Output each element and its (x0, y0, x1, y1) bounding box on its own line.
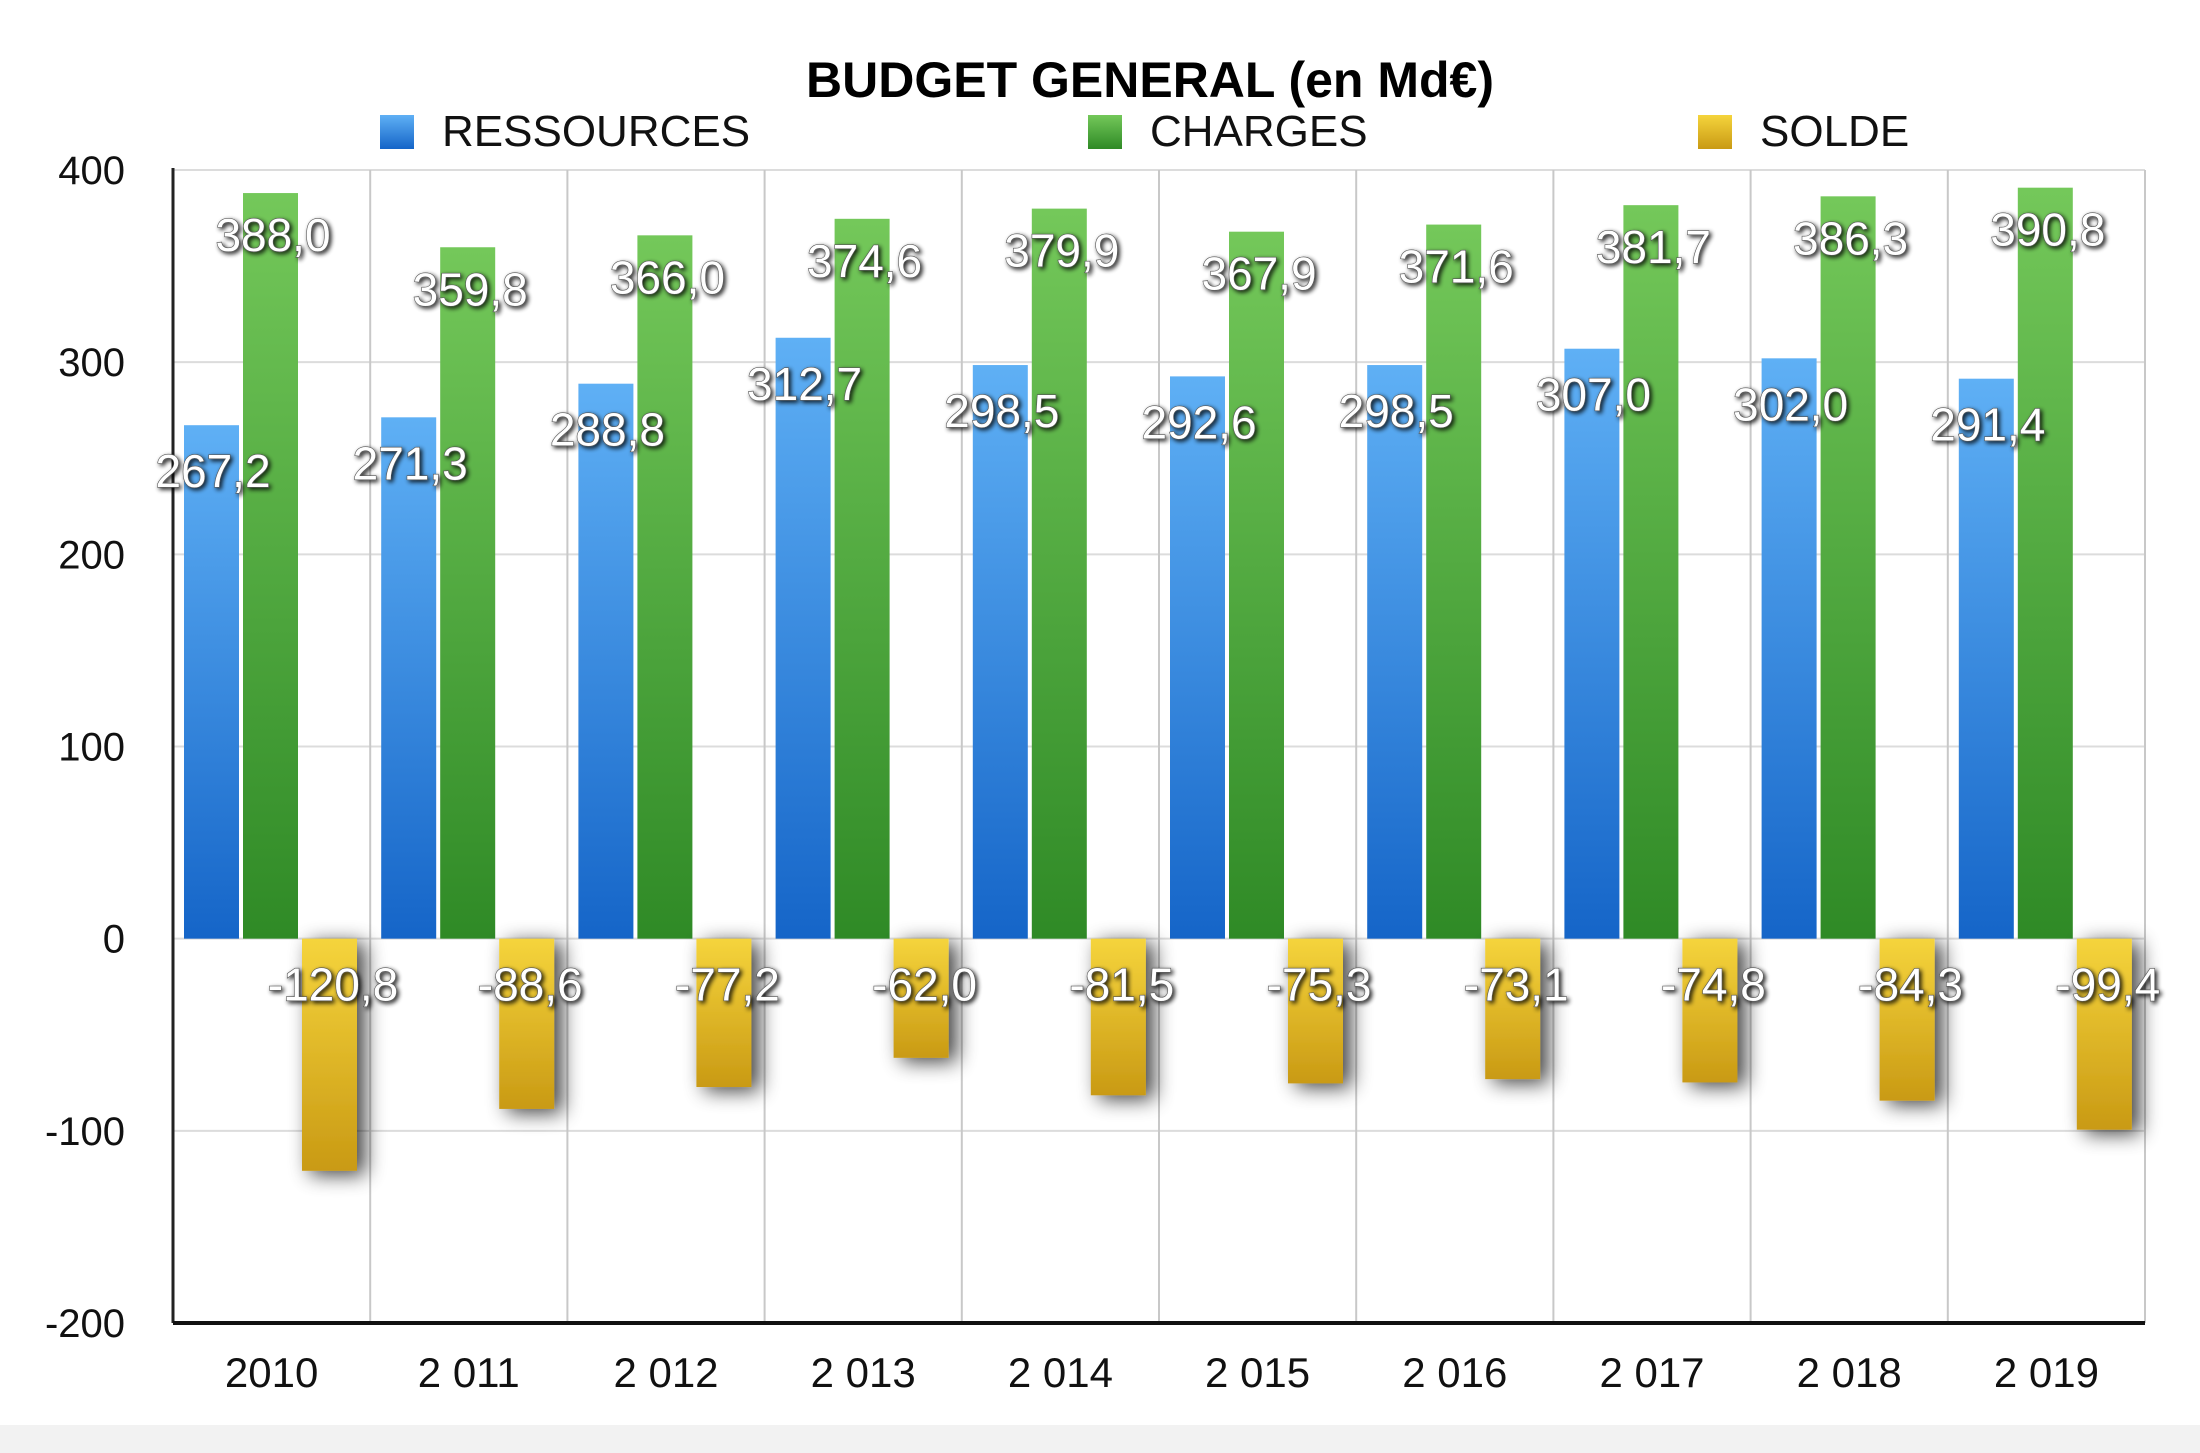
data-label-solde: -120,8 (268, 959, 398, 1011)
bar-charges (834, 218, 890, 939)
legend-item-solde: SOLDE (1698, 107, 1909, 156)
bar-solde (1090, 938, 1146, 1096)
legend-swatch (1088, 115, 1122, 149)
bar-ressources (184, 425, 239, 939)
legend-swatch (1698, 115, 1732, 149)
data-label-solde: -62,0 (872, 959, 977, 1011)
data-label-charges: 359,8 (413, 263, 528, 315)
data-label-charges: 379,9 (1004, 225, 1119, 277)
bar-ressources (1958, 378, 2014, 939)
bar-solde (696, 938, 752, 1088)
y-tick-label: -200 (45, 1302, 125, 1346)
x-tick-label: 2 018 (1797, 1349, 1902, 1396)
data-label-ressources: 298,5 (944, 385, 1059, 437)
y-tick-label: -100 (45, 1110, 125, 1154)
bar-solde (1682, 938, 1738, 1083)
data-label-solde: -81,5 (1069, 959, 1174, 1011)
bar-charges (243, 193, 298, 939)
data-label-charges: 388,0 (215, 209, 330, 261)
bar-solde (1288, 938, 1343, 1084)
data-label-ressources: 302,0 (1733, 378, 1848, 430)
bar-ressources (1367, 365, 1423, 939)
y-tick-label: 400 (58, 149, 125, 193)
x-tick-label: 2010 (225, 1349, 318, 1396)
legend-label: CHARGES (1150, 107, 1368, 156)
data-labels: 267,2 271,3 288,8 312,7 298,5 292,6 298,5 307,0… (155, 203, 2161, 1011)
legend-item-ressources: RESSOURCES (380, 107, 750, 156)
bar-ressources (381, 417, 437, 939)
data-label-ressources: 312,7 (747, 358, 862, 410)
data-label-solde: -73,1 (1464, 959, 1569, 1011)
bar-charges (1623, 205, 1679, 939)
bar-solde (1879, 938, 1935, 1101)
data-label-ressources: 307,0 (1536, 369, 1651, 421)
data-label-solde: -88,6 (478, 959, 583, 1011)
bar-ressources (972, 365, 1028, 939)
data-label-solde: -75,3 (1267, 959, 1372, 1011)
bottom-strip (0, 1425, 2200, 1453)
x-tick-label: 2 017 (1599, 1349, 1704, 1396)
bar-charges (440, 247, 496, 939)
bar-charges (1031, 208, 1087, 939)
bar-ressources (578, 383, 634, 939)
x-tick-label: 2 014 (1008, 1349, 1113, 1396)
bar-ressources (1761, 358, 1817, 939)
data-label-charges: 390,8 (1990, 204, 2105, 256)
bar-ressources (775, 337, 831, 939)
data-label-solde: -84,3 (1858, 959, 1963, 1011)
bar-charges (1426, 224, 1482, 939)
data-label-solde: -77,2 (675, 959, 780, 1011)
data-label-charges: 366,0 (610, 251, 725, 303)
data-label-charges: 367,9 (1201, 248, 1316, 300)
data-label-charges: 374,6 (807, 235, 922, 287)
data-label-charges: 386,3 (1793, 212, 1908, 264)
legend-swatch (380, 115, 414, 149)
x-tick-label: 2 015 (1205, 1349, 1310, 1396)
data-label-ressources: 288,8 (550, 404, 665, 456)
bar-charges (1820, 196, 1876, 939)
x-tick-label: 2 013 (811, 1349, 916, 1396)
data-label-ressources: 298,5 (1339, 385, 1454, 437)
data-label-charges: 371,6 (1399, 241, 1514, 293)
legend-label: RESSOURCES (442, 107, 750, 156)
data-label-ressources: 292,6 (1141, 396, 1256, 448)
bar-solde (302, 938, 357, 1171)
x-tick-label: 2 011 (418, 1349, 520, 1396)
grid (172, 169, 2146, 1323)
bar-solde (1485, 938, 1541, 1080)
bar-solde (499, 938, 555, 1109)
y-axis: 400 300 200 100 0 -100 -200 (45, 149, 175, 1346)
data-label-ressources: 291,4 (1930, 399, 2045, 451)
data-label-ressources: 271,3 (353, 437, 468, 489)
chart-title: BUDGET GENERAL (en Md€) (806, 52, 1494, 108)
legend-label: SOLDE (1760, 107, 1909, 156)
data-label-solde: -74,8 (1661, 959, 1766, 1011)
data-label-charges: 381,7 (1596, 221, 1711, 273)
y-tick-label: 300 (58, 341, 125, 385)
legend: RESSOURCES CHARGES SOLDE (380, 107, 1909, 156)
bar-charges (2017, 187, 2073, 939)
bar-charges (1229, 231, 1284, 939)
x-axis: 2010 2 011 2 012 2 013 2 014 2 015 2 016 2 017 2… (173, 1321, 2145, 1396)
bar-solde (893, 938, 949, 1058)
x-tick-label: 2 016 (1402, 1349, 1507, 1396)
data-label-ressources: 267,2 (155, 445, 270, 497)
bar-ressources (1170, 376, 1225, 939)
x-tick-label: 2 019 (1994, 1349, 2099, 1396)
y-tick-label: 0 (103, 918, 125, 962)
x-tick-label: 2 012 (613, 1349, 718, 1396)
bar-solde (2076, 938, 2132, 1130)
bar-charges (637, 235, 693, 939)
bars (184, 187, 2132, 1171)
bar-ressources (1564, 348, 1620, 939)
data-label-solde: -99,4 (2055, 959, 2160, 1011)
legend-item-charges: CHARGES (1088, 107, 1368, 156)
y-tick-label: 200 (58, 533, 125, 577)
y-tick-label: 100 (58, 726, 125, 770)
